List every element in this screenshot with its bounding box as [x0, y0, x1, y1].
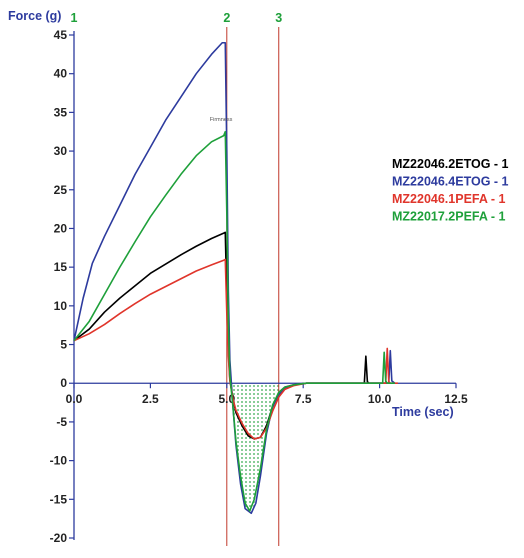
series-line-3	[73, 258, 398, 440]
x-tick-label: 10.0	[368, 392, 392, 406]
y-tick-label: 40	[54, 67, 68, 81]
y-tick-label: 45	[54, 28, 68, 42]
y-axis-title: Force (g)	[8, 9, 61, 23]
legend-entry-2: MZ22046.4ETOG - 1	[392, 175, 509, 189]
peak-annotation: Firmness	[210, 117, 233, 123]
shaded-area	[226, 383, 279, 514]
y-tick-label: 35	[54, 105, 68, 119]
marker-label-2: 2	[223, 11, 230, 25]
series-layer: Firmness	[73, 41, 398, 515]
y-tick-label: 0	[60, 376, 67, 390]
y-tick-label: -20	[50, 531, 68, 545]
legend-entry-1: MZ22046.2ETOG - 1	[392, 157, 509, 171]
y-tick-label: 10	[54, 299, 68, 313]
legend: MZ22046.2ETOG - 1 MZ22046.4ETOG - 1 MZ2204…	[392, 157, 509, 224]
y-tick-label: 5	[60, 338, 67, 352]
y-tick-label: 25	[54, 183, 68, 197]
x-tick-label: 7.5	[295, 392, 312, 406]
y-tick-label: 20	[54, 221, 68, 235]
series-line-2	[73, 41, 396, 515]
marker-label-3: 3	[275, 11, 282, 25]
x-tick-label: 2.5	[142, 392, 159, 406]
y-tick-label: -15	[50, 492, 68, 506]
x-tick-label: 0.0	[66, 392, 83, 406]
series-line-4	[73, 130, 395, 512]
legend-entry-3: MZ22046.1PEFA - 1	[392, 192, 506, 206]
shaded-area-layer	[226, 383, 279, 514]
y-tick-label: 15	[54, 260, 68, 274]
legend-entry-4: MZ22017.2PEFA - 1	[392, 210, 506, 224]
y-tick-label: -10	[50, 454, 68, 468]
y-tick-label: 30	[54, 144, 68, 158]
x-tick-label: 12.5	[444, 392, 468, 406]
y-tick-label: -5	[56, 415, 67, 429]
x-axis-title: Time (sec)	[392, 405, 454, 419]
marker-label-1: 1	[71, 11, 78, 25]
